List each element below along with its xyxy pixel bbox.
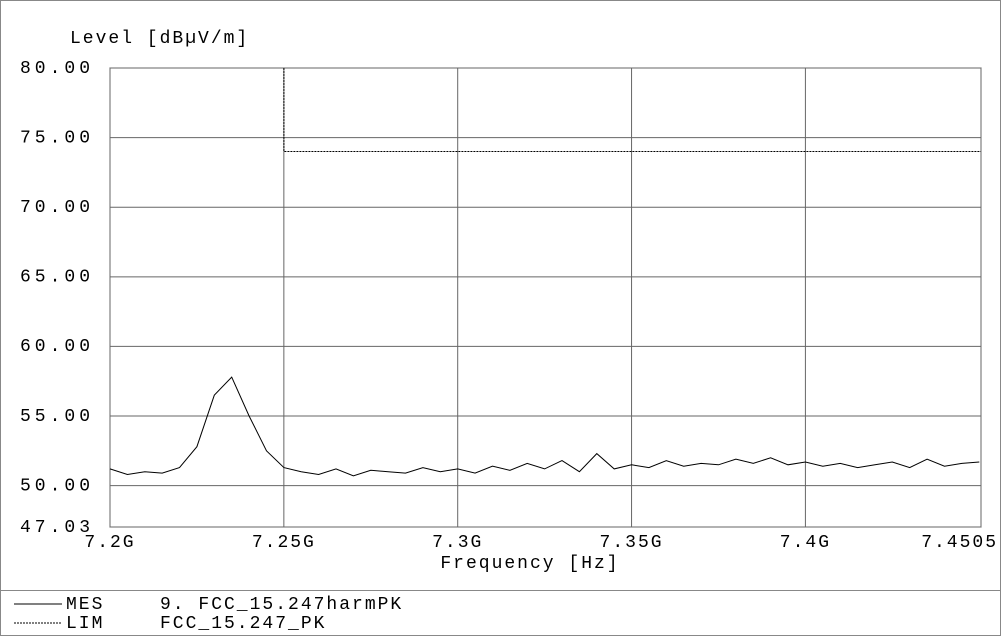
y-tick-label: 60.00 [20, 337, 94, 357]
y-tick-label: 80.00 [20, 59, 94, 79]
series-line [283, 68, 981, 152]
legend-name: LIM [66, 614, 104, 634]
legend-description: 9. FCC_15.247harmPK [160, 595, 403, 615]
series-line [109, 376, 980, 477]
x-tick-label: 7.4505 [921, 533, 998, 553]
y-axis-label: Level [dBµV/m] [70, 29, 249, 49]
x-tick-label: 7.35G [600, 533, 664, 553]
legend-name: MES [66, 595, 104, 615]
x-tick-label: 7.25G [252, 533, 316, 553]
y-tick-label: 50.00 [20, 476, 94, 496]
legend-description: FCC_15.247_PK [160, 614, 326, 634]
x-tick-label: 7.3G [432, 533, 483, 553]
y-tick-label: 70.00 [20, 198, 94, 218]
x-tick-label: 7.4G [780, 533, 831, 553]
y-tick-label: 75.00 [20, 128, 94, 148]
y-tick-label: 47.03 [20, 518, 94, 538]
y-tick-label: 65.00 [20, 268, 94, 288]
x-tick-label: 7.2G [84, 533, 135, 553]
y-tick-label: 55.00 [20, 407, 94, 427]
x-axis-label: Frequency [Hz] [440, 554, 619, 574]
